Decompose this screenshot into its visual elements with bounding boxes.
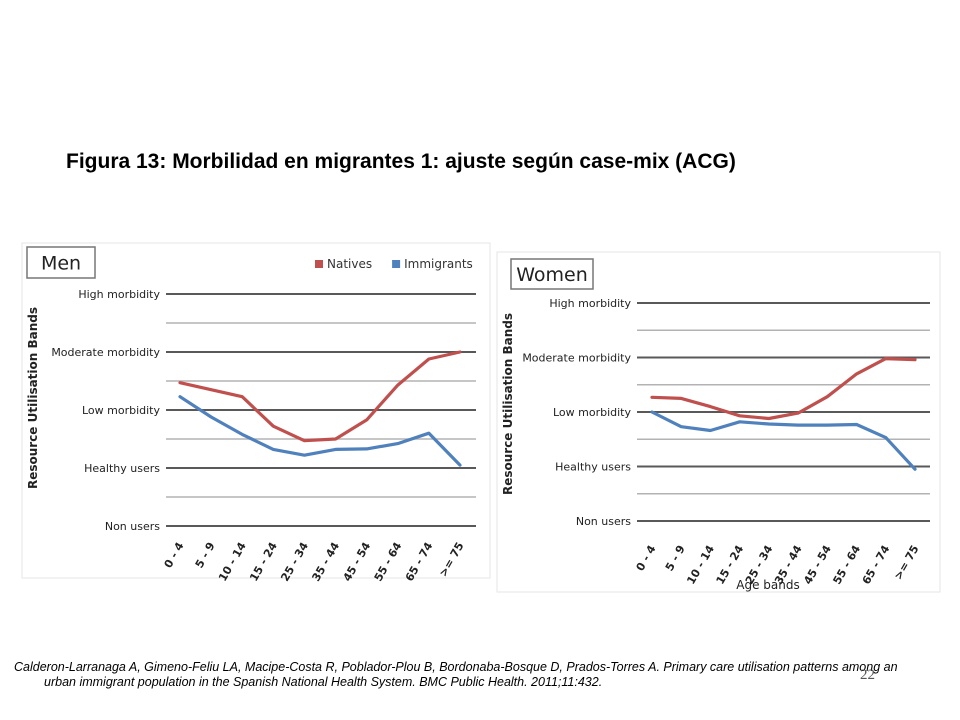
citation-line-1: Calderon-Larranaga A, Gimeno-Feliu LA, M… [14,660,898,674]
women-natives-point [826,395,829,398]
men-natives-line [178,350,462,443]
women-y-tick-label: Low morbidity [553,406,632,419]
men-natives-point [209,388,213,391]
women-natives-point [884,357,887,360]
men-immigrants-point [334,448,337,451]
women-immigrants-point [709,429,712,432]
men-immigrants-point [272,448,275,451]
men-legend-label-natives: Natives [327,257,372,271]
men-natives-point [396,383,399,387]
women-immigrants-point [738,420,741,424]
women-immigrants-line [650,410,917,471]
page-number: 22 [860,667,875,683]
women-y-axis-title: Resource Utilisation Bands [501,313,515,495]
men-y-tick-label: Healthy users [84,462,160,475]
men-immigrants-line [178,395,462,467]
women-immigrants-point [650,410,654,414]
women-y-tick-label: Healthy users [555,461,631,474]
men-legend-swatch-immigrants [392,260,401,268]
women-natives-point [796,411,800,415]
women-immigrants-point [826,423,829,427]
women-immigrants-point [767,422,771,426]
men-y-tick-label: Low morbidity [82,404,161,417]
men-immigrants-point [458,463,462,467]
men-natives-point [427,357,431,361]
men-natives-point [178,381,182,384]
men-natives-point [241,395,244,398]
men-y-tick-label: High morbidity [78,288,160,301]
men-legend-swatch-natives [315,260,323,268]
men-natives-point [458,350,462,354]
women-natives-point [913,358,917,361]
men-immigrants-point [427,432,431,435]
citation: Calderon-Larranaga A, Gimeno-Feliu LA, M… [14,660,944,690]
men-natives-point [303,439,306,442]
men-y-axis-title: Resource Utilisation Bands [26,307,40,489]
men-immigrants-point [396,442,399,445]
men-immigrants-point [178,395,182,398]
women-chart-title: Women [516,264,588,286]
women-immigrants-point [884,436,887,439]
citation-line-2: urban immigrant population in the Spanis… [44,675,603,689]
men-title-box [26,246,96,279]
men-natives-point [272,425,275,428]
women-immigrants-point [680,425,683,428]
men-immigrants-point [241,433,244,436]
men-legend-label-immigrants: Immigrants [404,257,473,271]
women-title-box [510,258,594,290]
women-y-tick-label: Moderate morbidity [522,352,631,365]
men-immigrants-point [365,447,368,451]
men-natives-point [365,418,368,422]
women-immigrants-point [913,468,917,471]
women-natives-point [650,396,654,399]
men-immigrants-point [209,415,213,419]
men-y-tick-label: Moderate morbidity [51,346,160,359]
women-natives-line [650,357,917,421]
men-immigrants-point [303,454,306,457]
women-natives-point [767,417,771,420]
women-natives-point [709,405,712,408]
women-natives-point [680,397,683,400]
women-immigrants-point [855,423,858,426]
men-chart-title: Men [41,253,81,275]
women-y-tick-label: Non users [576,515,631,528]
women-x-axis-title: Age bands [736,578,799,592]
women-y-tick-label: High morbidity [549,297,631,310]
women-immigrants-point [796,423,800,427]
men-y-tick-label: Non users [105,520,160,533]
women-natives-point [855,372,858,376]
women-chart-frame [496,251,941,593]
women-natives-point [738,414,741,418]
slide-title: Figura 13: Morbilidad en migrantes 1: aj… [66,150,736,173]
men-natives-point [334,437,337,441]
